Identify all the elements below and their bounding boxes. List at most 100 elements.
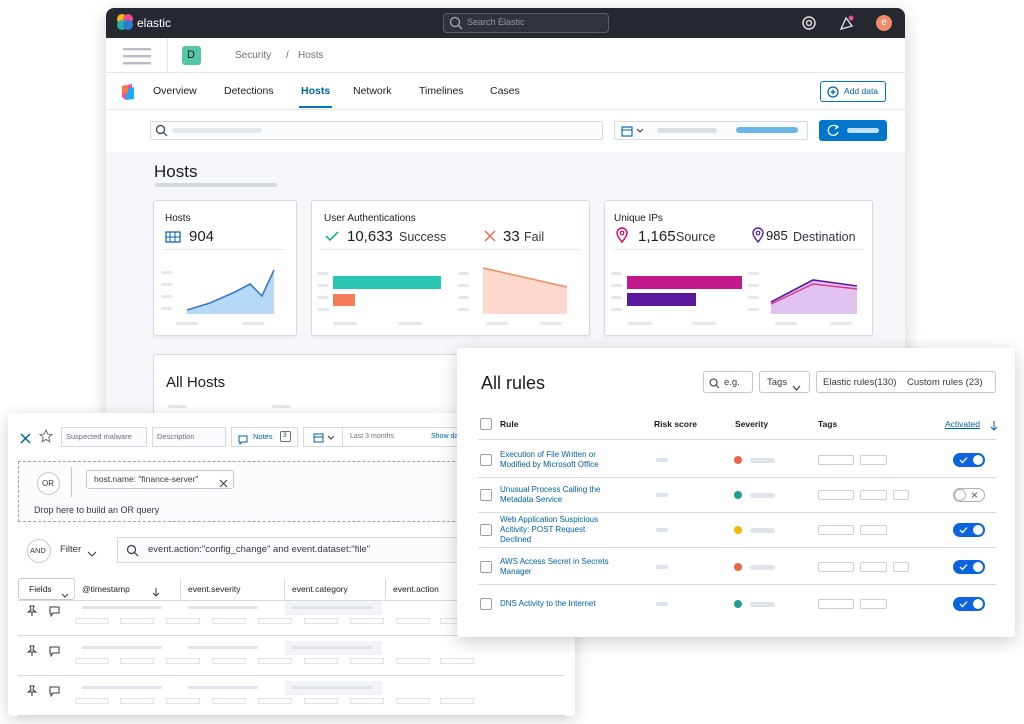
- icon-shape: [770, 279, 858, 303]
- tag-placeholder: [818, 525, 854, 535]
- rule-name[interactable]: DNS Activity to the Internet: [500, 599, 596, 608]
- icon-shape: [802, 16, 816, 30]
- icon-shape: [770, 283, 858, 305]
- icon: [152, 588, 160, 597]
- icon-shape: [805, 19, 813, 27]
- icon-shape: [971, 492, 978, 498]
- pin-icon: [26, 684, 38, 696]
- checkbox[interactable]: [480, 454, 492, 466]
- rule-filter[interactable]: [816, 371, 996, 393]
- column-divider: [284, 579, 285, 599]
- rule-name[interactable]: Execution of File Written or Modified by…: [500, 450, 599, 469]
- placeholder: [458, 308, 469, 311]
- placeholder: [847, 128, 879, 133]
- icon: [126, 544, 139, 557]
- notes-icon: [238, 432, 248, 446]
- checkbox[interactable]: [480, 561, 492, 573]
- pin-icon: [26, 644, 38, 656]
- tag-placeholder: [860, 455, 887, 465]
- filter-option[interactable]: Elastic rules(130): [823, 377, 897, 388]
- tags-button[interactable]: [759, 371, 810, 393]
- rule-name[interactable]: Web Application Suspicious Acitivity: PO…: [500, 515, 599, 544]
- severity-dot: [734, 456, 742, 464]
- icon: [770, 279, 858, 314]
- card-value: 985: [766, 228, 788, 243]
- date-range: Last 3 months: [350, 433, 394, 440]
- icon: [484, 230, 496, 242]
- filter-option[interactable]: Custom rules (23): [907, 377, 983, 388]
- cell-placeholder: [120, 658, 154, 664]
- icon-shape: [126, 544, 137, 555]
- rule-name[interactable]: Unusual Process Calling the Metadata Ser…: [500, 485, 601, 504]
- add-data-button[interactable]: [820, 81, 886, 102]
- tab[interactable]: Network: [353, 85, 392, 97]
- icon: [238, 435, 248, 446]
- checkbox[interactable]: [480, 418, 492, 430]
- checkbox[interactable]: [480, 524, 492, 536]
- tab[interactable]: Hosts: [301, 85, 331, 97]
- icon-shape: [152, 588, 160, 597]
- tab[interactable]: Overview: [153, 85, 197, 97]
- icon-shape: [972, 454, 984, 466]
- severity-dot: [734, 491, 742, 499]
- icon: [26, 685, 38, 696]
- avatar[interactable]: [876, 15, 892, 31]
- cell-placeholder: [258, 618, 292, 624]
- tab[interactable]: Detections: [224, 85, 274, 97]
- cell-placeholder: [212, 658, 246, 664]
- checkbox[interactable]: [480, 598, 492, 610]
- sort-icon: [990, 418, 998, 431]
- text-input[interactable]: [152, 427, 226, 447]
- cell-placeholder: [440, 658, 474, 664]
- tab[interactable]: Cases: [490, 85, 520, 97]
- or-label: OR: [42, 479, 54, 488]
- icon-shape: [990, 421, 998, 431]
- space-letter: D: [187, 49, 195, 61]
- filter-button[interactable]: Filter: [60, 544, 82, 555]
- table-header: [18, 577, 565, 601]
- card-title: User Authentications: [324, 213, 416, 224]
- placeholder: [656, 602, 668, 606]
- placeholder: [657, 128, 717, 133]
- search-icon: [126, 544, 139, 557]
- icon: [49, 686, 60, 698]
- divider: [342, 427, 343, 447]
- notes-button[interactable]: [231, 427, 298, 447]
- placeholder: [486, 322, 508, 325]
- tag-placeholder: [860, 599, 887, 609]
- tab[interactable]: Timelines: [419, 85, 464, 97]
- placeholder: [830, 322, 852, 325]
- icon-shape: [792, 385, 801, 391]
- rules-search[interactable]: [703, 371, 753, 393]
- pill-text: host.name: "finance-server": [94, 474, 199, 484]
- cell-placeholder: [166, 698, 200, 704]
- severity-dot: [734, 563, 742, 571]
- hosts-chart: [183, 264, 278, 316]
- column-header[interactable]: Activated: [945, 419, 980, 429]
- placeholder: [318, 308, 329, 311]
- icon-shape: [134, 552, 139, 557]
- breadcrumb-item: Hosts: [298, 50, 324, 61]
- calendar-icon: [621, 124, 645, 137]
- tag-placeholder: [818, 599, 854, 609]
- icon-shape: [123, 20, 133, 30]
- placeholder: [318, 284, 329, 287]
- cell-placeholder: [166, 658, 200, 664]
- drop-hint: Drop here to build an OR query: [34, 505, 160, 515]
- row-divider: [478, 512, 996, 513]
- icon-shape: [458, 25, 463, 30]
- cell-placeholder: [120, 698, 154, 704]
- search-placeholder: Search Elastic: [467, 17, 525, 27]
- rule-name[interactable]: AWS Access Secret in Secrets Manager: [500, 557, 609, 576]
- checkbox[interactable]: [480, 489, 492, 501]
- and-badge: [27, 539, 51, 563]
- query-bar[interactable]: [150, 121, 603, 140]
- text-input[interactable]: [61, 427, 147, 447]
- tag-placeholder: [893, 562, 909, 572]
- help-icon: [801, 15, 817, 31]
- icon-shape: [483, 268, 567, 314]
- search-box[interactable]: [443, 13, 609, 33]
- show-dates[interactable]: Show dates: [431, 433, 468, 440]
- placeholder: [82, 606, 162, 609]
- breadcrumb-item[interactable]: Security: [235, 50, 272, 61]
